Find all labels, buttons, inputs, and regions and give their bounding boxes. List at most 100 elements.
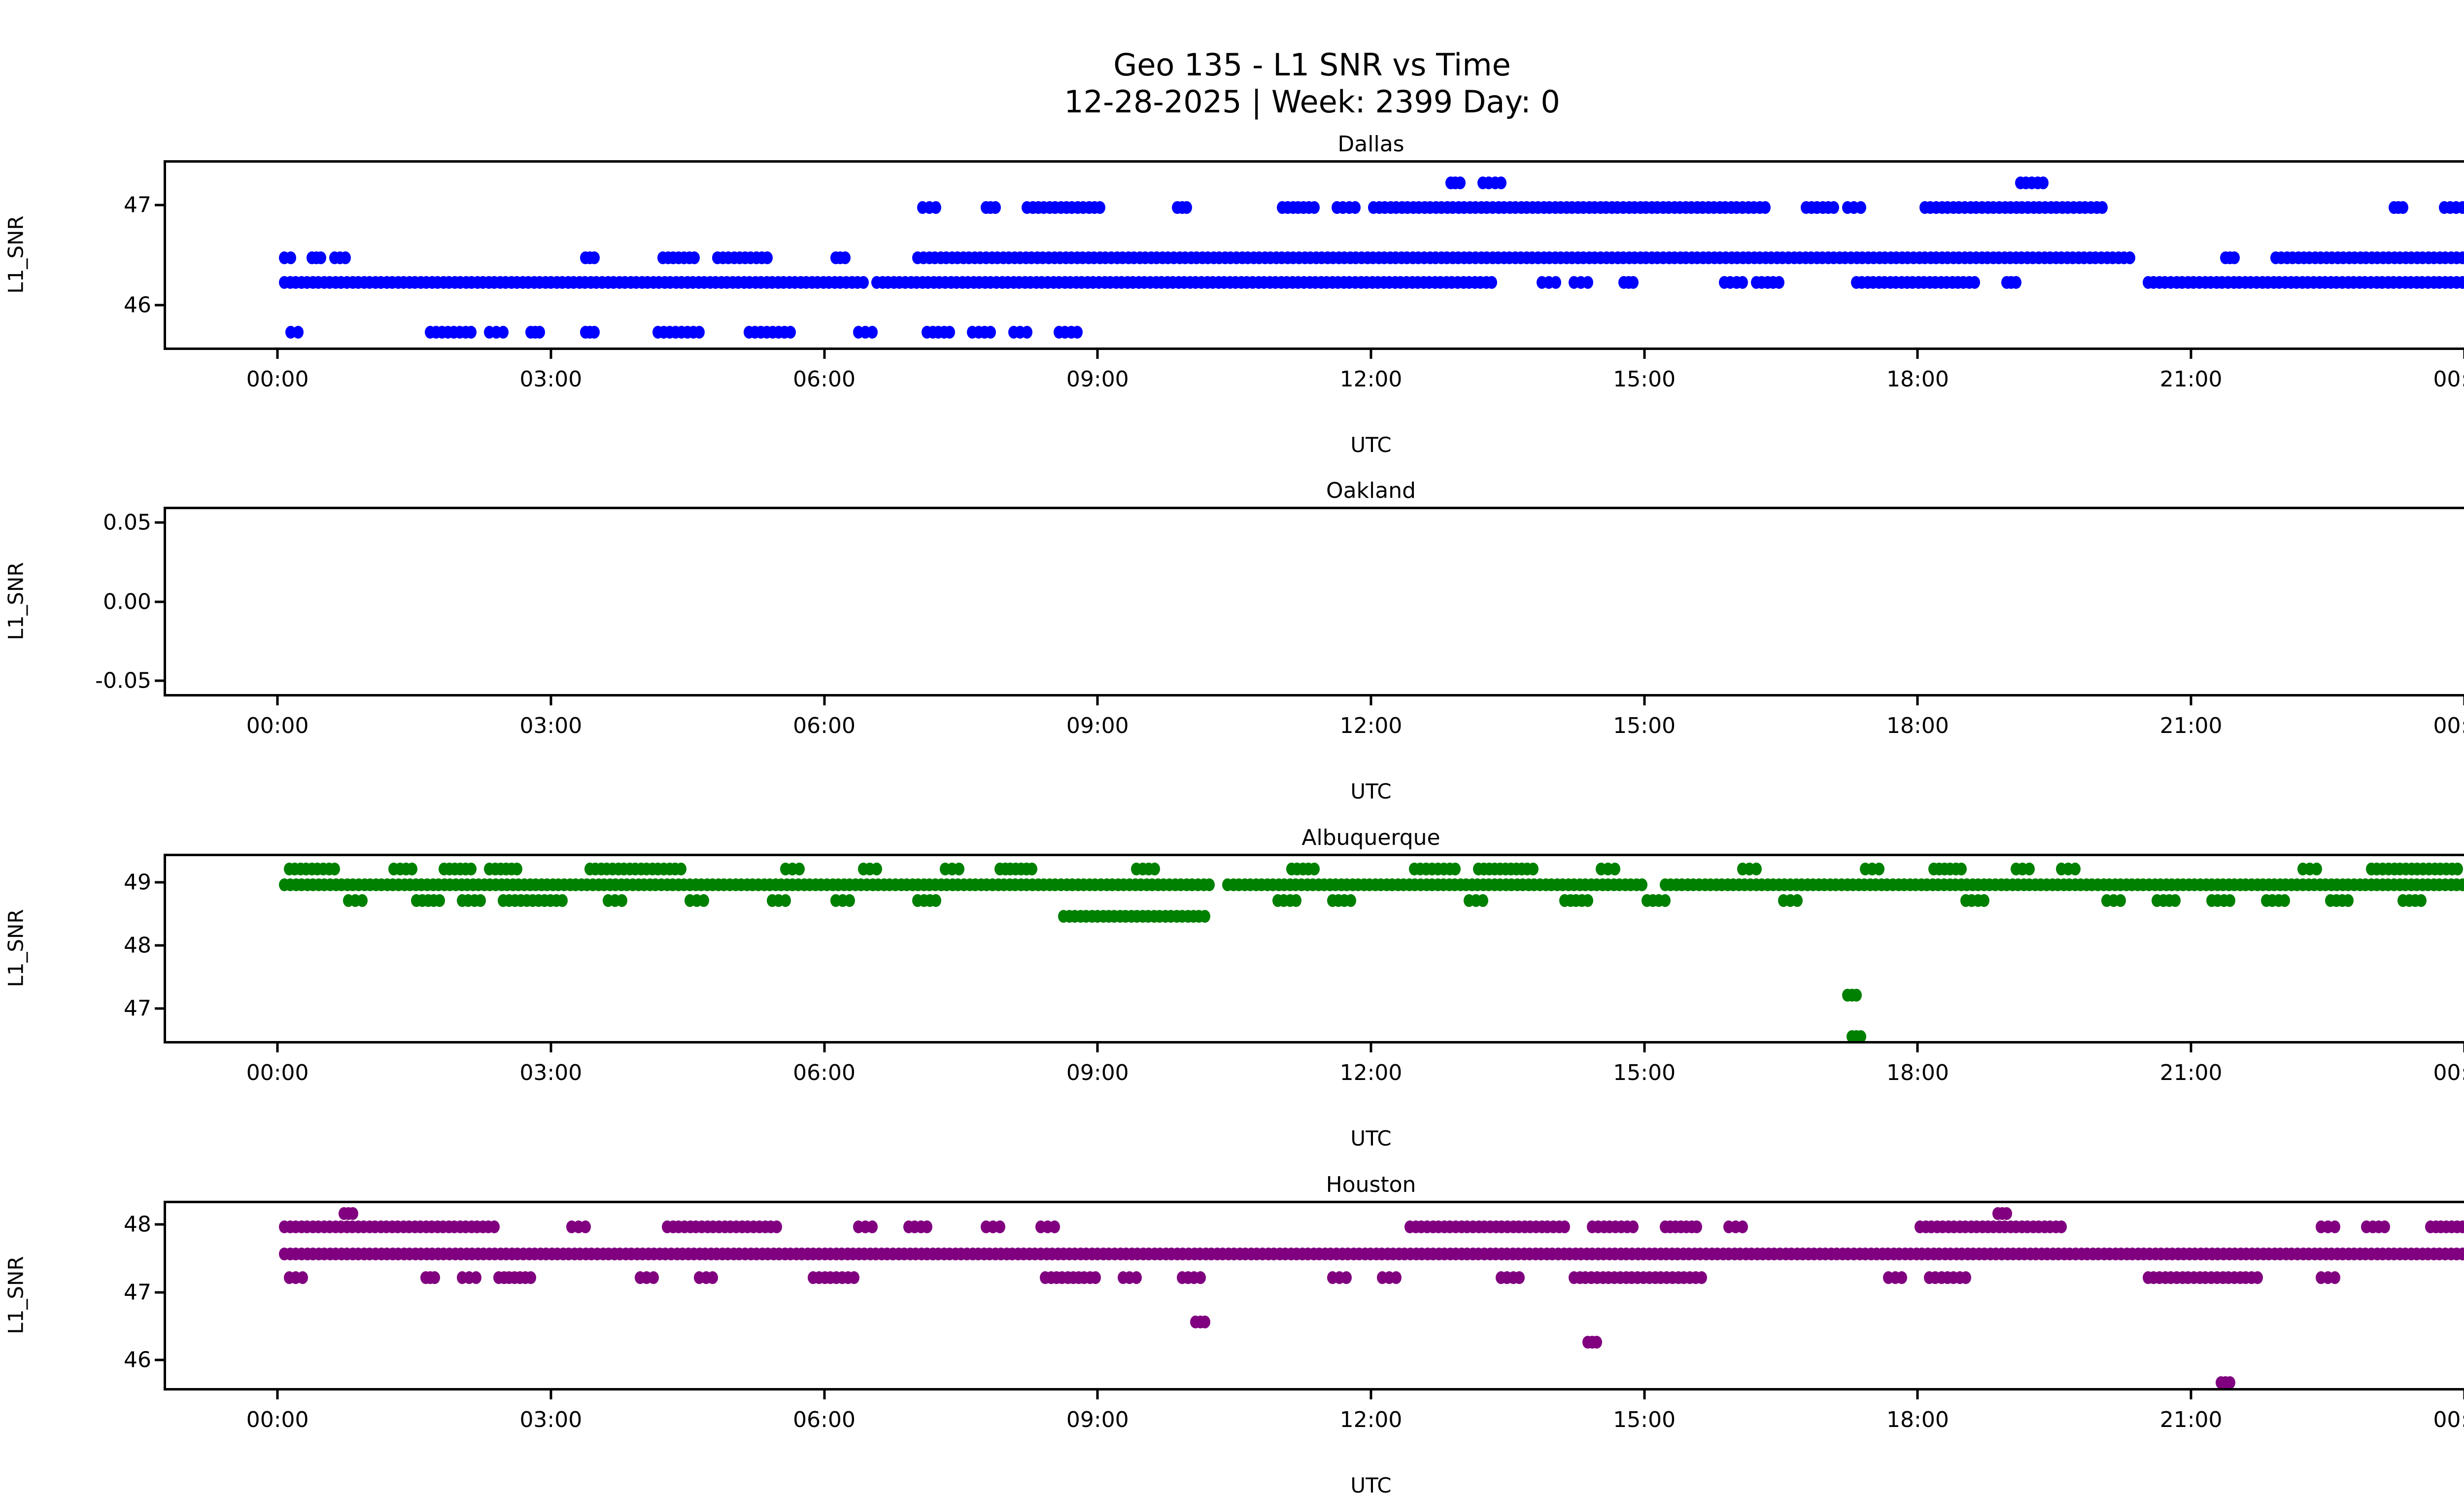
data-point	[2329, 1271, 2340, 1285]
data-point	[1627, 276, 1639, 289]
x-tick-mark	[1643, 696, 1646, 705]
data-point	[434, 894, 445, 907]
x-tick-label: 12:00	[1339, 367, 1403, 392]
data-point	[1049, 1220, 1060, 1234]
data-point	[2115, 894, 2126, 907]
data-point	[1851, 989, 1862, 1002]
data-point	[1978, 894, 1989, 907]
data-point	[1495, 176, 1506, 189]
plot-frame-albuquerque	[164, 854, 2464, 1043]
data-point	[1149, 862, 1161, 875]
data-point	[762, 251, 773, 264]
data-point	[871, 862, 883, 875]
x-tick-mark	[1096, 350, 1099, 359]
data-point	[2397, 201, 2409, 214]
data-point	[1450, 862, 1461, 875]
x-tick-mark	[2463, 350, 2464, 359]
x-axis-label-oakland: UTC	[1350, 779, 1392, 803]
data-point	[1527, 862, 1539, 875]
data-point	[844, 894, 855, 907]
data-point	[771, 1220, 782, 1234]
data-point	[780, 894, 791, 907]
data-point	[1760, 201, 1771, 214]
x-tick-label: 00:00	[2433, 367, 2464, 392]
data-point	[2069, 862, 2081, 875]
y-tick-label: 46	[124, 1347, 151, 1373]
x-tick-mark	[1096, 1391, 1099, 1399]
plot-area-dallas	[166, 163, 2464, 348]
x-tick-label: 03:00	[519, 367, 582, 392]
x-tick-mark	[1643, 350, 1646, 359]
data-point	[985, 326, 996, 339]
data-point	[1582, 894, 1593, 907]
x-tick-label: 18:00	[1886, 713, 1949, 738]
subplot-title-houston: Houston	[1326, 1172, 1416, 1197]
y-tick-mark	[155, 679, 164, 682]
data-point	[1828, 201, 1839, 214]
data-point	[2457, 251, 2464, 264]
data-point	[2416, 894, 2427, 907]
data-point	[2452, 862, 2464, 875]
data-point	[475, 894, 486, 907]
data-point	[488, 1220, 500, 1234]
subplot-title-dallas: Dallas	[1337, 132, 1404, 157]
data-point	[616, 894, 627, 907]
y-tick-label: 48	[124, 933, 151, 958]
x-tick-mark	[823, 696, 826, 705]
x-tick-label: 03:00	[519, 1060, 582, 1085]
data-point	[1350, 201, 1361, 214]
data-point	[589, 251, 600, 264]
data-point	[1072, 326, 1083, 339]
x-tick-label: 03:00	[519, 713, 582, 738]
y-tick-mark	[155, 600, 164, 603]
x-tick-label: 18:00	[1886, 367, 1949, 392]
figure-title: Geo 135 - L1 SNR vs Time 12-28-2025 | We…	[0, 9, 2464, 158]
data-point	[867, 326, 878, 339]
data-point	[525, 1271, 536, 1285]
x-tick-mark	[2190, 696, 2192, 705]
x-tick-mark	[1096, 1043, 1099, 1052]
y-tick-mark	[155, 1007, 164, 1010]
data-point	[1131, 1271, 1142, 1285]
x-tick-mark	[549, 1043, 552, 1052]
x-tick-label: 09:00	[1066, 1407, 1129, 1432]
data-point	[1090, 1271, 1101, 1285]
data-point	[1026, 862, 1037, 875]
y-tick-mark	[155, 1358, 164, 1361]
x-tick-mark	[1369, 1391, 1372, 1399]
x-tick-mark	[1916, 1391, 1919, 1399]
x-tick-label: 15:00	[1613, 367, 1676, 392]
y-axis-label-albuquerque: L1_SNR	[3, 908, 28, 987]
data-point	[1513, 1271, 1525, 1285]
data-point	[2329, 1220, 2340, 1234]
data-point	[2170, 894, 2181, 907]
data-point	[944, 326, 956, 339]
data-point	[785, 326, 796, 339]
data-point	[466, 326, 477, 339]
x-tick-label: 00:00	[246, 713, 309, 738]
data-point	[1290, 894, 1301, 907]
data-point	[429, 1271, 441, 1285]
x-tick-mark	[1916, 696, 1919, 705]
x-tick-mark	[1643, 1391, 1646, 1399]
data-point	[1627, 1220, 1639, 1234]
x-tick-label: 09:00	[1066, 713, 1129, 738]
subplot-title-oakland: Oakland	[1326, 478, 1416, 503]
y-axis-label-oakland: L1_SNR	[3, 561, 28, 640]
y-tick-mark	[155, 1291, 164, 1294]
data-point	[329, 862, 341, 875]
y-tick-label: 0.05	[103, 510, 151, 535]
data-point	[2224, 1376, 2236, 1388]
data-point	[1199, 1315, 1210, 1328]
data-point	[1095, 201, 1106, 214]
data-point	[1181, 201, 1192, 214]
plot-frame-oakland	[164, 507, 2464, 696]
y-tick-mark	[155, 521, 164, 524]
x-tick-label: 15:00	[1613, 1060, 1676, 1085]
data-point	[1737, 276, 1748, 289]
data-point	[470, 1271, 481, 1285]
data-point	[1550, 276, 1561, 289]
data-point	[297, 1271, 308, 1285]
x-tick-label: 12:00	[1339, 713, 1403, 738]
data-point	[930, 894, 942, 907]
